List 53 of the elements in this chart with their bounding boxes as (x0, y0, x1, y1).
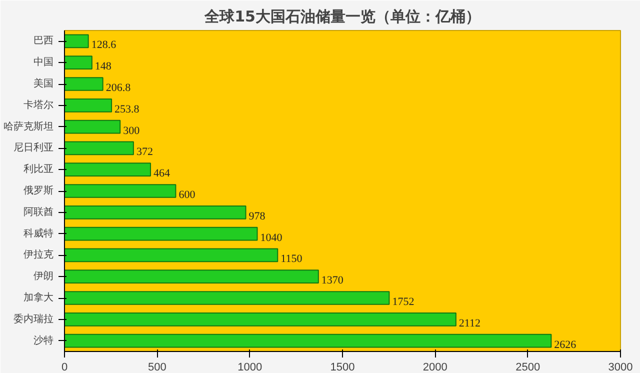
y-tick-label: 沙特 (34, 334, 54, 346)
data-label: 464 (153, 168, 170, 180)
bar (64, 98, 112, 112)
y-tick-label: 俄罗斯 (24, 184, 54, 196)
data-label: 1150 (280, 253, 303, 266)
bar (64, 226, 258, 241)
bar (64, 205, 246, 220)
y-tick-label: 阿联酋 (24, 206, 54, 218)
data-label: 206.8 (106, 82, 132, 94)
bar (64, 120, 121, 134)
data-label: 978 (248, 210, 266, 222)
data-label: 253.8 (114, 103, 140, 116)
bar (64, 270, 319, 284)
y-tick-label: 哈萨克斯坦 (4, 120, 54, 132)
y-tick-label: 伊拉克 (24, 248, 54, 261)
bar (64, 291, 390, 305)
bar (64, 56, 92, 70)
y-tick-label: 中国 (34, 56, 54, 68)
data-label: 1752 (392, 296, 414, 308)
x-tick-label: 2000 (422, 362, 448, 373)
x-tick-label: 2500 (516, 362, 540, 373)
data-label: 300 (123, 124, 140, 137)
y-tick-label: 科威特 (24, 227, 54, 240)
data-label: 2626 (554, 338, 577, 351)
y-tick-label: 美国 (34, 78, 54, 90)
x-tick-label: 500 (148, 362, 166, 373)
x-tick-label: 1000 (238, 362, 262, 373)
bar (64, 312, 456, 326)
y-tick-label: 委内瑞拉 (14, 312, 54, 325)
y-tick-label: 利比亚 (24, 163, 54, 176)
bar (64, 77, 104, 91)
bar (64, 141, 134, 156)
bar (64, 334, 552, 348)
y-tick-label: 卡塔尔 (24, 98, 54, 111)
x-tick-label: 3000 (608, 362, 633, 373)
data-label: 1040 (260, 232, 283, 244)
data-label: 1370 (321, 274, 344, 287)
chart-title: 全球15大国石油储量一览（单位：亿桶） (204, 8, 480, 26)
y-tick-label: 巴西 (34, 36, 54, 47)
y-tick-label: 加拿大 (24, 292, 54, 304)
data-label: 600 (178, 189, 196, 201)
bar (64, 34, 89, 48)
data-label: 128.6 (91, 39, 117, 52)
y-tick-label: 伊朗 (34, 270, 54, 282)
x-tick-label: 1500 (330, 362, 355, 373)
bar (64, 184, 176, 198)
data-label: 148 (94, 60, 112, 73)
bar (64, 162, 151, 177)
data-label: 2112 (458, 317, 481, 330)
y-tick-label: 尼日利亚 (14, 142, 54, 154)
bar (64, 248, 278, 262)
data-label: 372 (136, 146, 153, 158)
x-tick-label: 0 (61, 362, 68, 373)
